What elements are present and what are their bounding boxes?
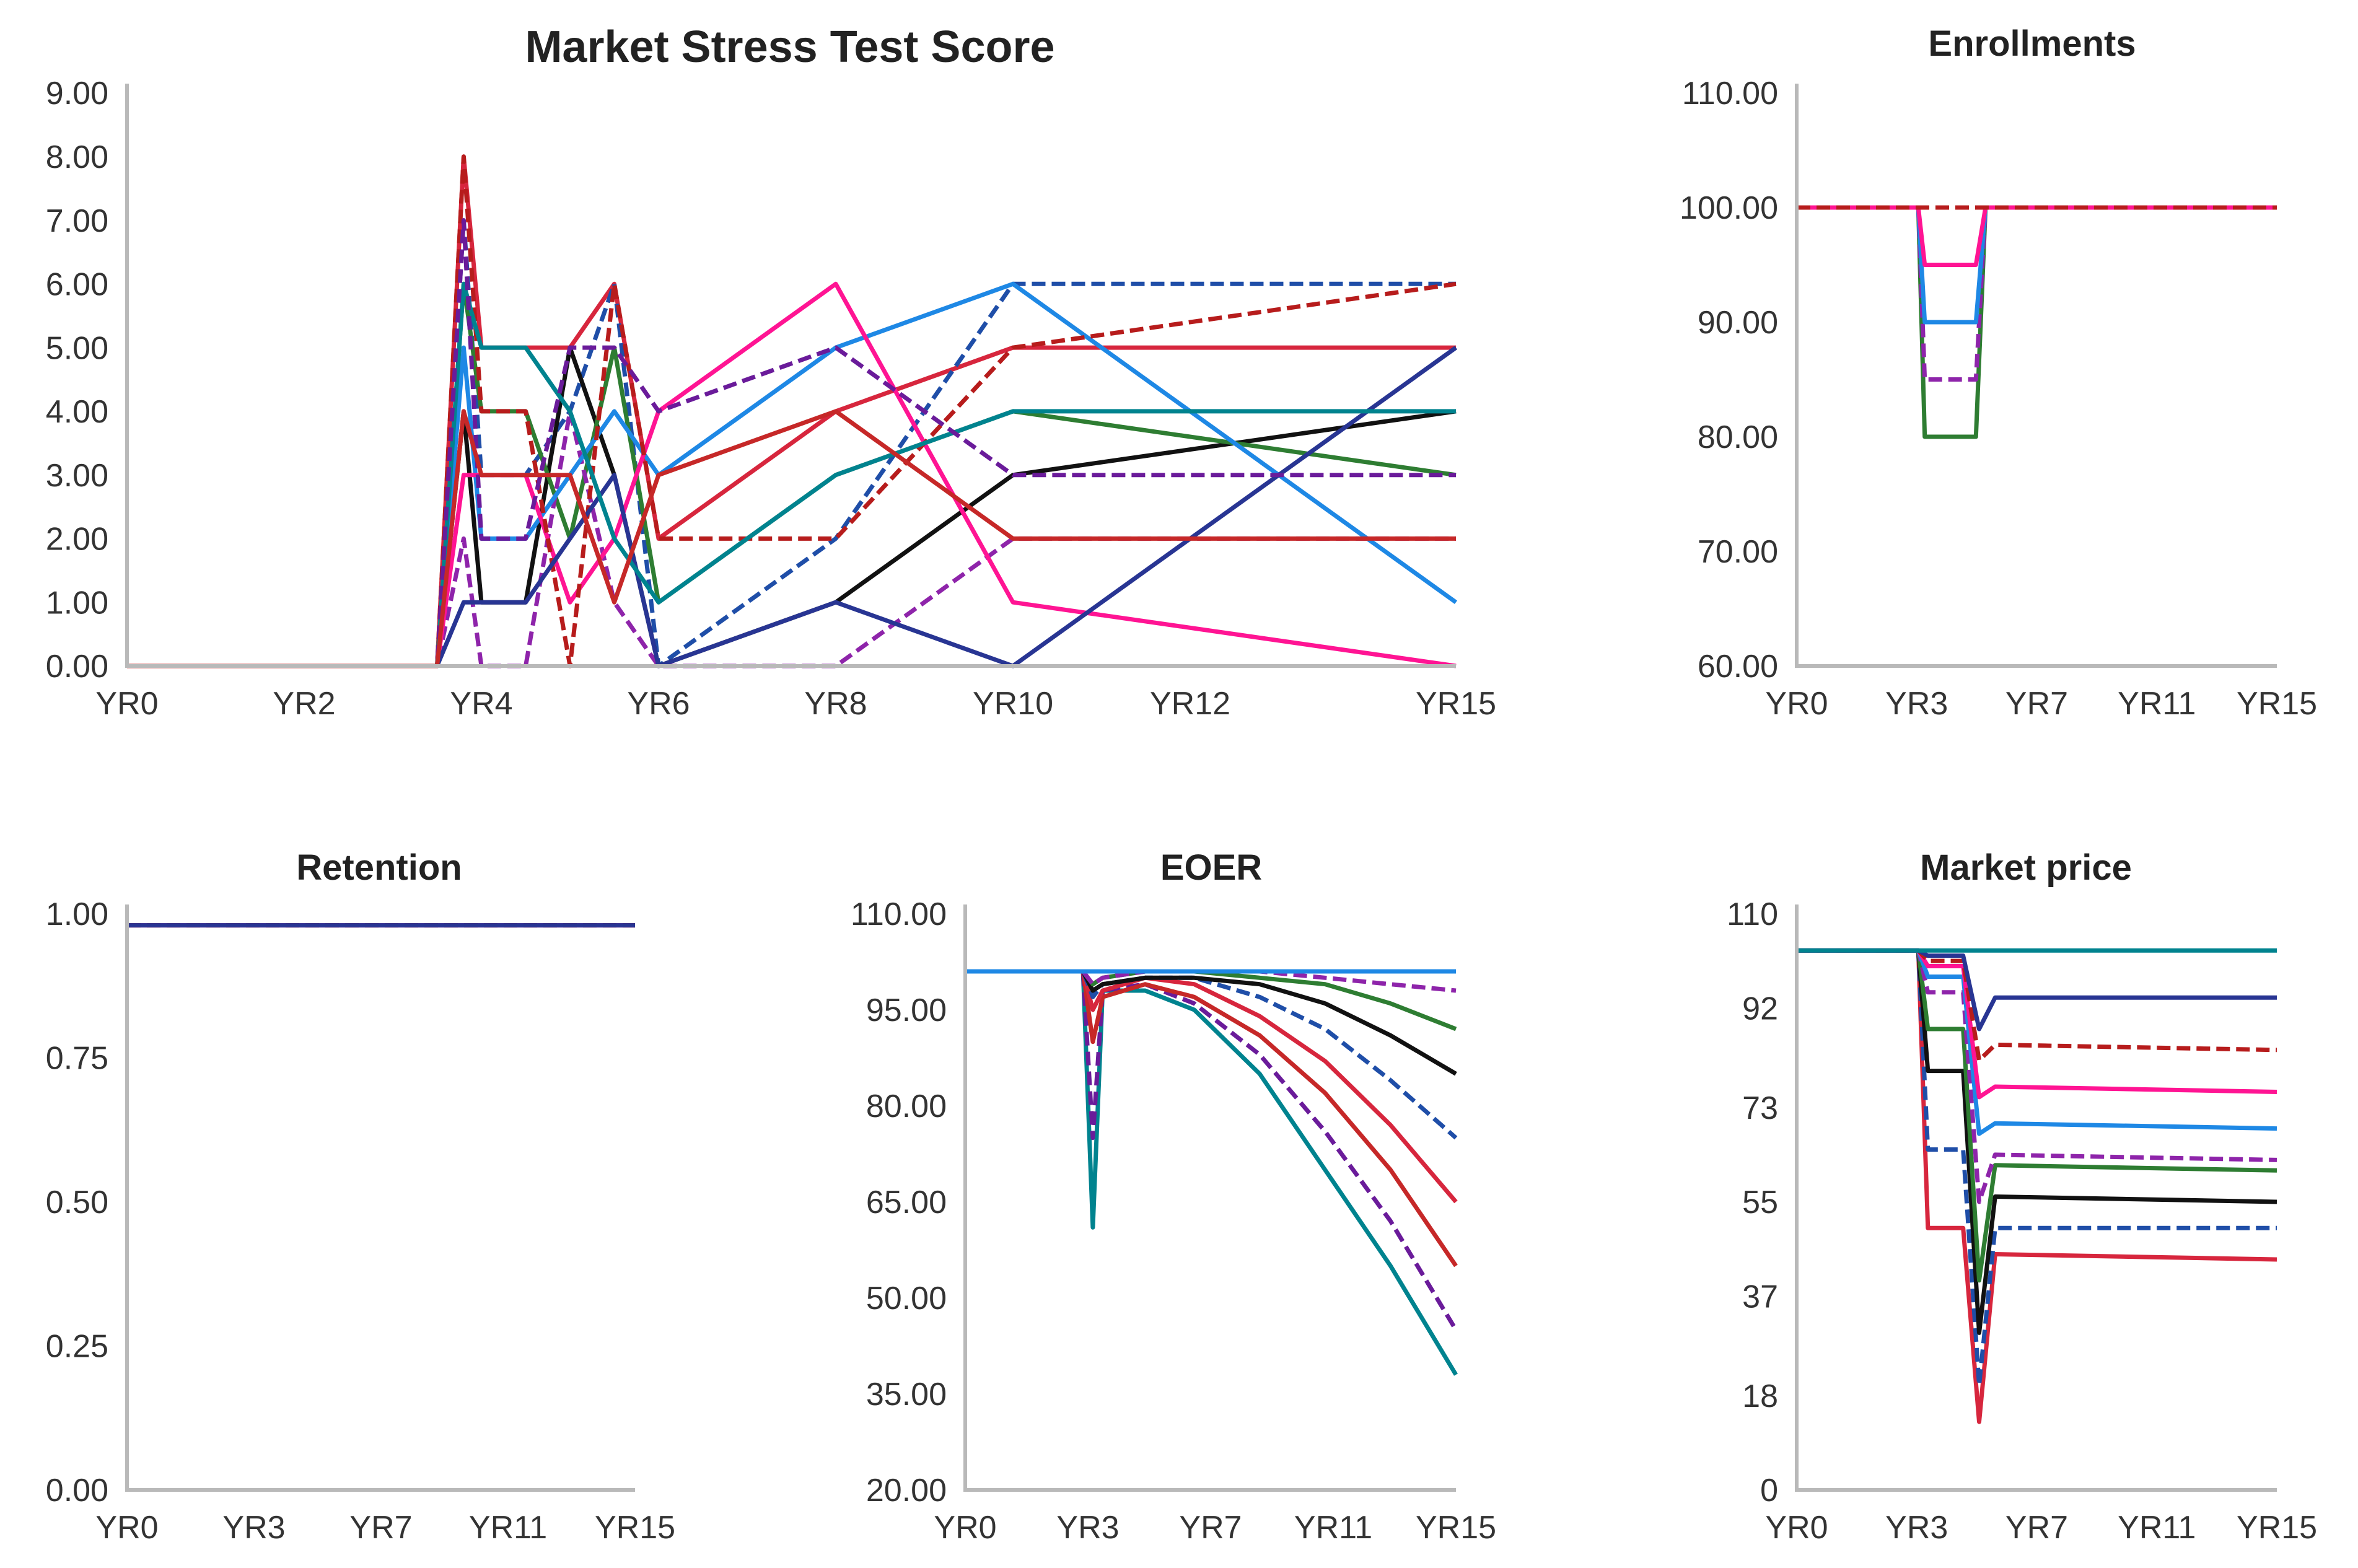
stress-x-tick-label: YR4 — [450, 686, 512, 722]
stress-y-tick-label: 5.00 — [46, 330, 108, 366]
retention-y-tick-label: 0.00 — [46, 1473, 108, 1509]
eoer-y-tick-label: 50.00 — [866, 1281, 947, 1316]
eoer-title: EOER — [1160, 848, 1262, 888]
stress-series-group — [127, 154, 1458, 668]
retention-axes — [125, 904, 635, 1492]
stress-x-tick-label: YR0 — [95, 686, 158, 722]
eoer-series-line — [965, 969, 1458, 1376]
eoer-x-tick-label: YR7 — [1179, 1510, 1242, 1546]
price-title: Market price — [1920, 848, 2132, 888]
enroll-chart: Enrollments 60.00 70.00 80.00 90.00 100.00 110… — [1680, 24, 2317, 722]
retention-y-tick-label: 1.00 — [46, 896, 108, 932]
price-axes — [1795, 904, 2277, 1492]
stress-series-line — [127, 218, 1456, 668]
retention-chart: Retention 0.00 0.25 0.50 0.75 1.00 YR0 YR3 YR7 YR… — [46, 848, 675, 1546]
stress-series-line — [127, 346, 1458, 668]
enroll-x-tick-label: YR0 — [1765, 686, 1828, 722]
enroll-series-group — [1797, 205, 2277, 439]
stress-y-tick-label: 9.00 — [46, 76, 108, 112]
stress-y-tick-label: 6.00 — [46, 267, 108, 303]
stress-y-tick-label: 7.00 — [46, 203, 108, 239]
stress-x-tick-label: YR2 — [273, 686, 335, 722]
enroll-y-tick-label: 90.00 — [1698, 305, 1778, 341]
price-x-tick-label: YR15 — [2237, 1510, 2317, 1546]
price-x-tick-label: YR3 — [1885, 1510, 1948, 1546]
stress-y-tick-label: 8.00 — [46, 139, 108, 175]
eoer-x-tick-label: YR15 — [1416, 1510, 1496, 1546]
eoer-y-tick-label: 65.00 — [866, 1185, 947, 1220]
enroll-y-tick-label: 100.00 — [1680, 190, 1778, 226]
stress-y-tick-label: 2.00 — [46, 522, 108, 558]
enroll-x-tick-label: YR15 — [2237, 686, 2317, 722]
eoer-y-tick-label: 20.00 — [866, 1473, 947, 1509]
stress-y-tick-label: 1.00 — [46, 585, 108, 621]
price-x-tick-label: YR7 — [2005, 1510, 2068, 1546]
stress-x-tick-label: YR8 — [804, 686, 867, 722]
stress-title: Market Stress Test Score — [525, 22, 1054, 72]
retention-x-tick-label: YR11 — [469, 1510, 547, 1546]
eoer-axes — [963, 904, 1456, 1492]
price-y-tick-label: 92 — [1742, 991, 1778, 1027]
eoer-x-tick-label: YR3 — [1056, 1510, 1119, 1546]
eoer-series-line — [965, 969, 1457, 993]
stress-series-line — [127, 409, 1456, 668]
eoer-series-line — [965, 969, 1458, 1268]
price-x-tick-label: YR11 — [2118, 1510, 2196, 1546]
eoer-series-group — [965, 969, 1458, 1376]
eoer-y-tick-label: 80.00 — [866, 1088, 947, 1124]
stress-y-tick-label: 4.00 — [46, 394, 108, 430]
stress-x-tick-label: YR10 — [973, 686, 1053, 722]
retention-y-tick-label: 0.25 — [46, 1329, 108, 1365]
price-y-tick-label: 55 — [1742, 1185, 1778, 1220]
retention-title: Retention — [296, 848, 462, 888]
retention-x-tick-label: YR0 — [95, 1510, 158, 1546]
price-series-group — [1797, 948, 2277, 1424]
enroll-y-tick-label: 70.00 — [1698, 534, 1778, 570]
eoer-x-tick-label: YR0 — [934, 1510, 996, 1546]
enroll-x-tick-label: YR7 — [2005, 686, 2068, 722]
price-y-tick-label: 73 — [1742, 1090, 1778, 1126]
stress-y-tick-label: 3.00 — [46, 458, 108, 494]
eoer-series-line — [965, 969, 1458, 1331]
enroll-x-tick-label: YR3 — [1885, 686, 1948, 722]
eoer-series-line — [965, 969, 1458, 1204]
retention-x-tick-label: YR15 — [595, 1510, 675, 1546]
price-y-tick-label: 0 — [1760, 1473, 1778, 1509]
eoer-chart: EOER 20.00 35.00 50.00 65.00 80.00 95.00 110.00… — [851, 848, 1496, 1546]
stress-x-tick-label: YR6 — [627, 686, 690, 722]
enroll-x-tick-label: YR11 — [2118, 686, 2196, 722]
stress-x-tick-label: YR15 — [1416, 686, 1496, 722]
eoer-y-tick-label: 110.00 — [851, 896, 947, 932]
price-y-tick-label: 110 — [1727, 896, 1778, 932]
enroll-title: Enrollments — [1928, 24, 2136, 64]
retention-y-tick-label: 0.75 — [46, 1041, 108, 1077]
retention-y-tick-label: 0.50 — [46, 1185, 108, 1220]
price-chart: Market price 0 18 37 55 73 92 110 YR0 YR3 YR7 YR11 Y… — [1727, 848, 2317, 1546]
retention-x-tick-label: YR7 — [349, 1510, 412, 1546]
stress-chart: Market Stress Test Score 0.00 1.00 2.00 3.00… — [46, 22, 1496, 722]
eoer-y-tick-label: 95.00 — [866, 992, 947, 1028]
enroll-y-tick-label: 80.00 — [1698, 419, 1778, 455]
eoer-x-tick-label: YR11 — [1294, 1510, 1372, 1546]
stress-x-tick-label: YR12 — [1150, 686, 1230, 722]
stress-axes — [125, 84, 1456, 668]
price-y-tick-label: 37 — [1742, 1279, 1778, 1315]
price-y-tick-label: 18 — [1742, 1378, 1778, 1414]
price-x-tick-label: YR0 — [1765, 1510, 1828, 1546]
enroll-y-tick-label: 60.00 — [1698, 649, 1778, 685]
enroll-axes — [1795, 84, 2277, 668]
enroll-y-tick-label: 110.00 — [1682, 76, 1778, 112]
stress-y-tick-label: 0.00 — [46, 649, 108, 685]
retention-x-tick-label: YR3 — [222, 1510, 285, 1546]
eoer-y-tick-label: 35.00 — [866, 1377, 947, 1413]
